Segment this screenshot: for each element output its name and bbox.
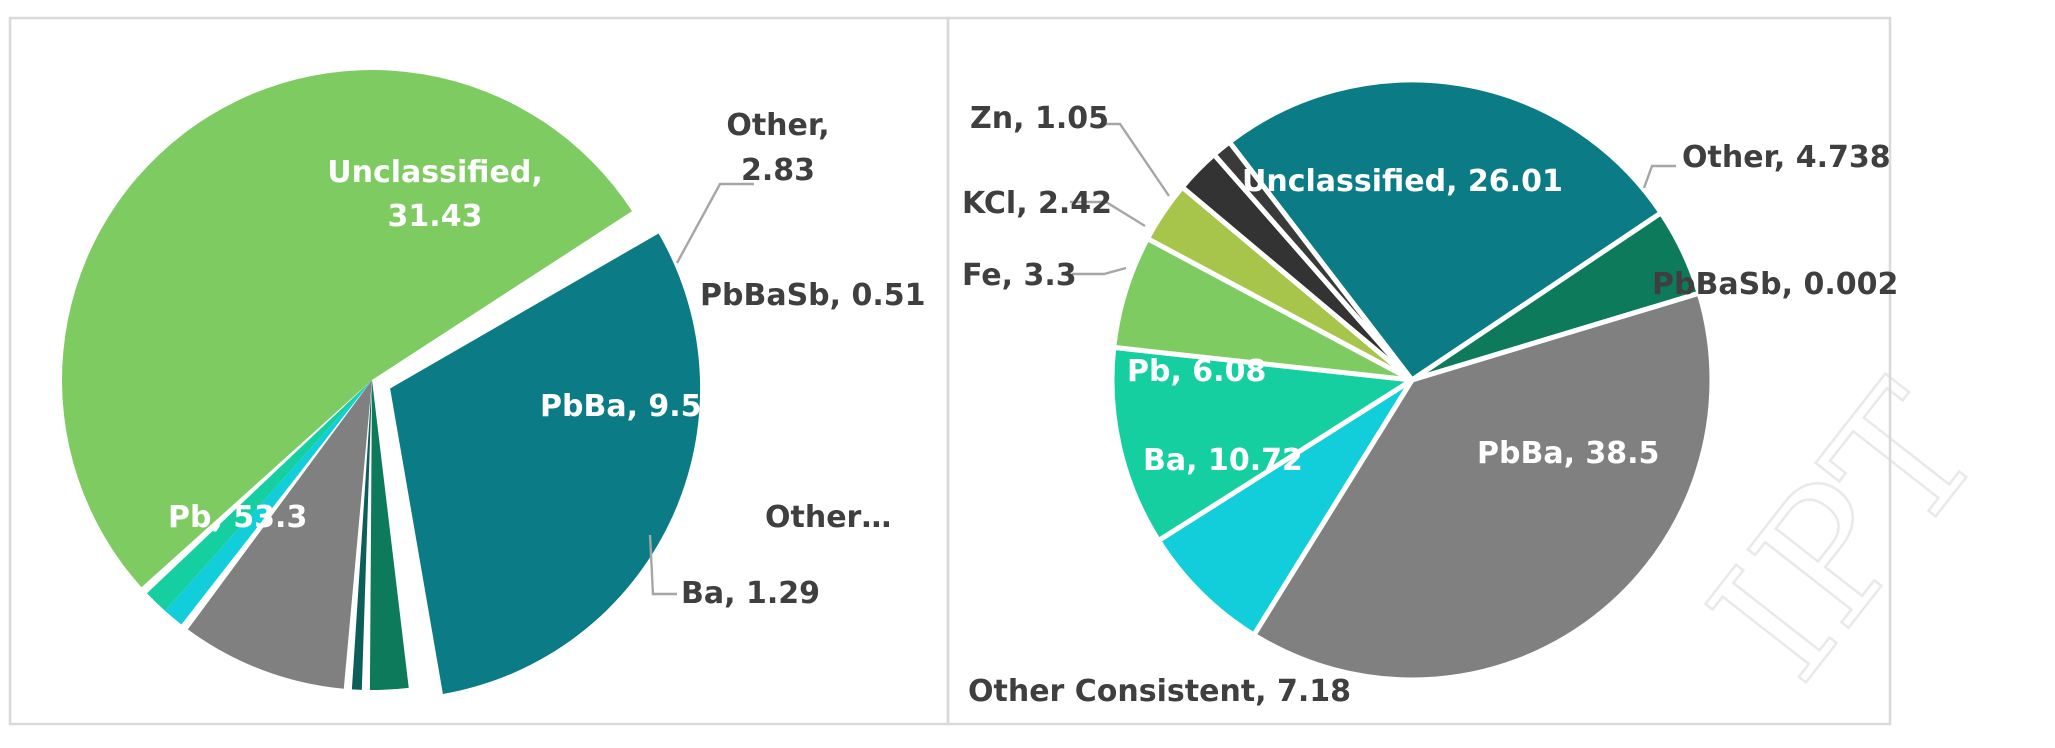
- pie1-data-label-1: Other,: [726, 108, 829, 143]
- pie2-leader-line-1: [1642, 164, 1676, 189]
- pie1-data-label-0-line2: 31.43: [388, 199, 483, 234]
- pie1-data-label-1-line2: 2.83: [741, 153, 815, 188]
- pie1-slice-pbbasb: [351, 380, 372, 690]
- pie2-data-label-3: PbBa, 38.5: [1477, 436, 1659, 471]
- pie2-leader-line-9: [1100, 122, 1170, 197]
- pie2-data-label-7: Fe, 3.3: [962, 258, 1077, 293]
- pie1-data-label-2: PbBaSb, 0.51: [700, 278, 926, 313]
- pie1-slice-unclassified: [390, 233, 701, 694]
- pie2-slice-zn: [1211, 139, 1415, 383]
- watermark: IPT: [1673, 352, 2020, 716]
- pie1-slice-pbba: [187, 380, 372, 689]
- pie1-data-label-0: Unclassified,: [327, 155, 542, 190]
- pie2-slice-pbba: [1251, 290, 1715, 683]
- pie1-data-label-5: Ba, 1.29: [681, 576, 820, 611]
- pie2-data-label-0: Unclassified, 26.01: [1242, 164, 1563, 199]
- pie-chart-2: Unclassified, 26.01 Other, 4.738 PbBaSb, 0…: [962, 77, 1898, 709]
- pie1-leader-line-5: [648, 534, 677, 596]
- pie2-data-label-9: Zn, 1.05: [970, 101, 1109, 136]
- pie1-slice-ba: [146, 380, 372, 611]
- pie1-slice-pb: [61, 69, 632, 588]
- pie2-data-label-5: Ba, 10.72: [1143, 443, 1303, 478]
- pie1-slice-other: [369, 380, 409, 690]
- right-panel-frame: [946, 16, 1892, 726]
- pie2-data-label-8: KCl, 2.42: [962, 186, 1112, 221]
- pie2-leader-line-8: [1070, 200, 1146, 228]
- pie1-data-label-3: PbBa, 9.5: [540, 389, 702, 424]
- pie2-data-label-4: Other Consistent, 7.18: [968, 674, 1351, 709]
- pie1-slice-other: [164, 380, 372, 625]
- pie2-leader-line-7: [1072, 266, 1127, 276]
- pie1-leader-line-1: [675, 182, 754, 264]
- pie2-data-label-1: Other, 4.738: [1682, 140, 1891, 175]
- pie1-data-label-6: Pb, 53.3: [168, 500, 307, 535]
- pie2-slice-ba: [1109, 344, 1415, 544]
- pie2-data-label-6: Pb, 6.08: [1127, 354, 1266, 389]
- pie2-slice-unclassified: [1226, 77, 1664, 383]
- pie2-data-label-2: PbBaSb, 0.002: [1652, 267, 1898, 302]
- pie1-data-label-4: Other…: [765, 500, 891, 535]
- pie-chart-1: Unclassified, 31.43 Other, 2.83 PbBaSb, 0.51…: [61, 69, 926, 694]
- pie2-slice-other-consistent: [1156, 377, 1415, 638]
